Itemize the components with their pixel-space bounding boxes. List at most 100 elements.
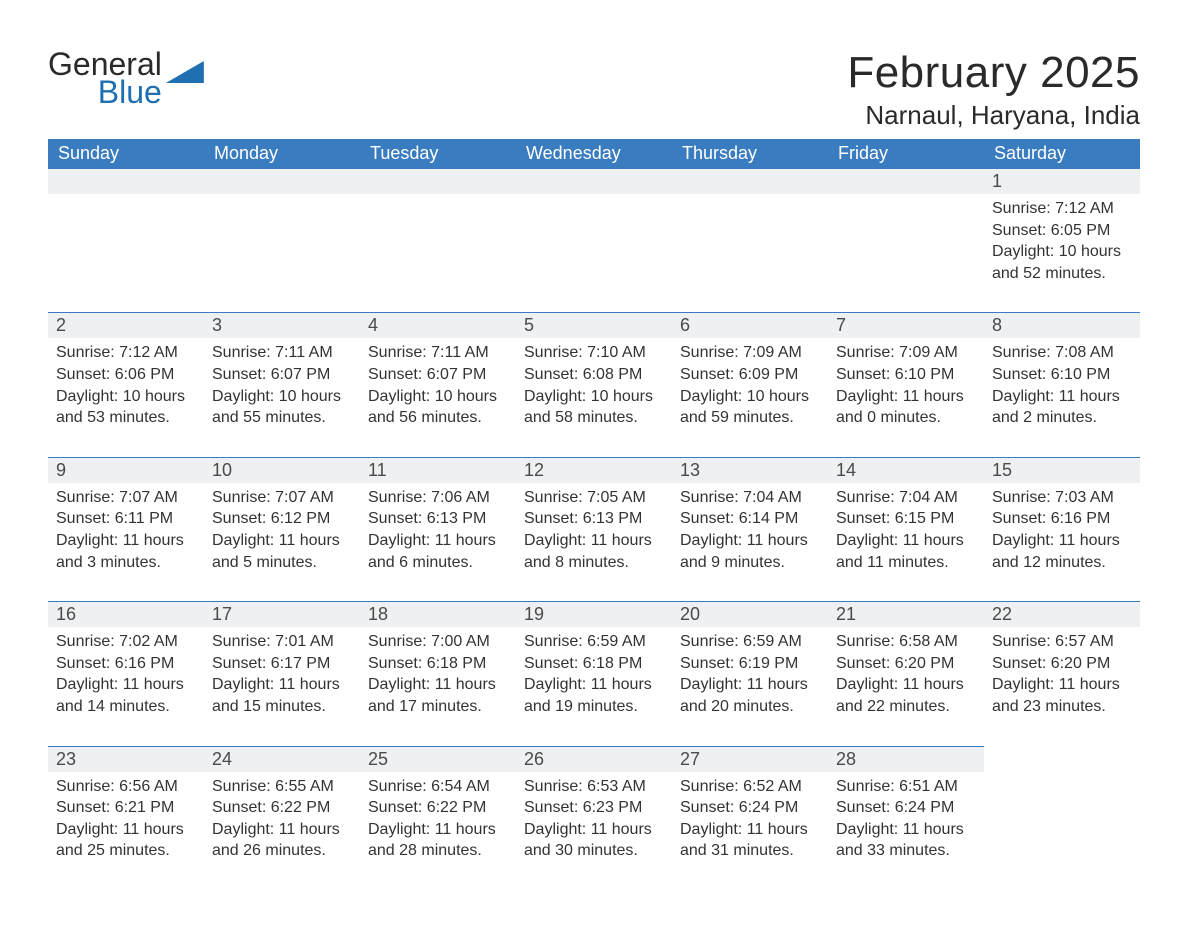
day-number-bar: 8 [984, 312, 1140, 338]
day-body: Sunrise: 7:05 AMSunset: 6:13 PMDaylight:… [516, 483, 672, 573]
calendar-cell [516, 168, 672, 312]
daylight-line: Daylight: 11 hours and 28 minutes. [368, 819, 508, 862]
day-body: Sunrise: 7:10 AMSunset: 6:08 PMDaylight:… [516, 338, 672, 428]
sunrise-line: Sunrise: 7:12 AM [992, 198, 1132, 220]
day-body: Sunrise: 7:11 AMSunset: 6:07 PMDaylight:… [204, 338, 360, 428]
calendar-cell: 19Sunrise: 6:59 AMSunset: 6:18 PMDayligh… [516, 601, 672, 745]
day-body: Sunrise: 6:54 AMSunset: 6:22 PMDaylight:… [360, 772, 516, 862]
sunrise-line: Sunrise: 7:09 AM [836, 342, 976, 364]
sunrise-line: Sunrise: 6:52 AM [680, 776, 820, 798]
daylight-line: Daylight: 11 hours and 20 minutes. [680, 674, 820, 717]
sunset-line: Sunset: 6:09 PM [680, 364, 820, 386]
day-number-bar: 12 [516, 457, 672, 483]
sunset-line: Sunset: 6:11 PM [56, 508, 196, 530]
day-number-bar: 26 [516, 746, 672, 772]
sunset-line: Sunset: 6:10 PM [992, 364, 1132, 386]
day-number-bar: 15 [984, 457, 1140, 483]
day-number-bar: 3 [204, 312, 360, 338]
calendar-cell: 13Sunrise: 7:04 AMSunset: 6:14 PMDayligh… [672, 457, 828, 601]
sunrise-line: Sunrise: 6:54 AM [368, 776, 508, 798]
sunrise-line: Sunrise: 6:56 AM [56, 776, 196, 798]
title-block: February 2025 Narnaul, Haryana, India [847, 48, 1140, 131]
daylight-line: Daylight: 11 hours and 2 minutes. [992, 386, 1132, 429]
weekday-header: Wednesday [516, 139, 672, 168]
day-number-bar: 7 [828, 312, 984, 338]
sunset-line: Sunset: 6:07 PM [212, 364, 352, 386]
calendar-cell: 22Sunrise: 6:57 AMSunset: 6:20 PMDayligh… [984, 601, 1140, 745]
daylight-line: Daylight: 11 hours and 31 minutes. [680, 819, 820, 862]
day-body: Sunrise: 7:04 AMSunset: 6:15 PMDaylight:… [828, 483, 984, 573]
daylight-line: Daylight: 11 hours and 5 minutes. [212, 530, 352, 573]
day-number-bar: 6 [672, 312, 828, 338]
day-number-bar: 21 [828, 601, 984, 627]
day-body: Sunrise: 7:01 AMSunset: 6:17 PMDaylight:… [204, 627, 360, 717]
sunrise-line: Sunrise: 7:04 AM [680, 487, 820, 509]
day-number-bar-empty [672, 168, 828, 194]
sunrise-line: Sunrise: 7:12 AM [56, 342, 196, 364]
sunset-line: Sunset: 6:23 PM [524, 797, 664, 819]
sunset-line: Sunset: 6:13 PM [524, 508, 664, 530]
weekday-header: Sunday [48, 139, 204, 168]
calendar-cell: 9Sunrise: 7:07 AMSunset: 6:11 PMDaylight… [48, 457, 204, 601]
day-body: Sunrise: 7:07 AMSunset: 6:12 PMDaylight:… [204, 483, 360, 573]
sunrise-line: Sunrise: 7:03 AM [992, 487, 1132, 509]
weekday-header: Thursday [672, 139, 828, 168]
calendar-cell [204, 168, 360, 312]
sunrise-line: Sunrise: 7:09 AM [680, 342, 820, 364]
daylight-line: Daylight: 11 hours and 9 minutes. [680, 530, 820, 573]
sunrise-line: Sunrise: 7:00 AM [368, 631, 508, 653]
day-number-bar: 17 [204, 601, 360, 627]
sunset-line: Sunset: 6:15 PM [836, 508, 976, 530]
calendar-cell: 23Sunrise: 6:56 AMSunset: 6:21 PMDayligh… [48, 746, 204, 890]
calendar-cell: 20 Sunrise: 6:59 AMSunset: 6:19 PMDayligh… [672, 601, 828, 745]
daylight-line: Daylight: 11 hours and 33 minutes. [836, 819, 976, 862]
sunrise-line: Sunrise: 6:57 AM [992, 631, 1132, 653]
daylight-line: Daylight: 11 hours and 14 minutes. [56, 674, 196, 717]
day-body: Sunrise: 6:51 AMSunset: 6:24 PMDaylight:… [828, 772, 984, 862]
day-body: Sunrise: 7:09 AMSunset: 6:09 PMDaylight:… [672, 338, 828, 428]
calendar-cell: 1Sunrise: 7:12 AMSunset: 6:05 PMDaylight… [984, 168, 1140, 312]
day-number-bar: 23 [48, 746, 204, 772]
daylight-line: Daylight: 11 hours and 25 minutes. [56, 819, 196, 862]
calendar-cell: 27Sunrise: 6:52 AMSunset: 6:24 PMDayligh… [672, 746, 828, 890]
sunset-line: Sunset: 6:19 PM [680, 653, 820, 675]
day-body: Sunrise: 7:03 AMSunset: 6:16 PMDaylight:… [984, 483, 1140, 573]
sunset-line: Sunset: 6:08 PM [524, 364, 664, 386]
day-body: Sunrise: 7:09 AMSunset: 6:10 PMDaylight:… [828, 338, 984, 428]
calendar-cell: 2Sunrise: 7:12 AMSunset: 6:06 PMDaylight… [48, 312, 204, 456]
sunrise-line: Sunrise: 6:58 AM [836, 631, 976, 653]
day-number-bar: 20 [672, 601, 828, 627]
daylight-line: Daylight: 11 hours and 19 minutes. [524, 674, 664, 717]
calendar-cell: 24Sunrise: 6:55 AMSunset: 6:22 PMDayligh… [204, 746, 360, 890]
sunset-line: Sunset: 6:22 PM [212, 797, 352, 819]
calendar-cell: 14Sunrise: 7:04 AMSunset: 6:15 PMDayligh… [828, 457, 984, 601]
calendar-cell: 17Sunrise: 7:01 AMSunset: 6:17 PMDayligh… [204, 601, 360, 745]
sunset-line: Sunset: 6:18 PM [368, 653, 508, 675]
day-number-bar-empty [204, 168, 360, 194]
calendar-cell: 28Sunrise: 6:51 AMSunset: 6:24 PMDayligh… [828, 746, 984, 890]
sunset-line: Sunset: 6:16 PM [992, 508, 1132, 530]
sunrise-line: Sunrise: 7:07 AM [56, 487, 196, 509]
sunrise-line: Sunrise: 7:02 AM [56, 631, 196, 653]
sunrise-line: Sunrise: 6:59 AM [680, 631, 820, 653]
sunset-line: Sunset: 6:20 PM [836, 653, 976, 675]
sunset-line: Sunset: 6:18 PM [524, 653, 664, 675]
day-number-bar-empty [516, 168, 672, 194]
brand-text: General Blue [48, 48, 162, 108]
sunrise-line: Sunrise: 7:05 AM [524, 487, 664, 509]
calendar-cell: 12Sunrise: 7:05 AMSunset: 6:13 PMDayligh… [516, 457, 672, 601]
day-number-bar: 14 [828, 457, 984, 483]
daylight-line: Daylight: 11 hours and 30 minutes. [524, 819, 664, 862]
calendar-cell: 8Sunrise: 7:08 AMSunset: 6:10 PMDaylight… [984, 312, 1140, 456]
brand-logo: General Blue [48, 48, 204, 108]
daylight-line: Daylight: 11 hours and 15 minutes. [212, 674, 352, 717]
day-number-bar: 11 [360, 457, 516, 483]
day-body: Sunrise: 6:55 AMSunset: 6:22 PMDaylight:… [204, 772, 360, 862]
day-body: Sunrise: 7:11 AMSunset: 6:07 PMDaylight:… [360, 338, 516, 428]
calendar-cell [984, 746, 1140, 890]
calendar-cell: 16Sunrise: 7:02 AMSunset: 6:16 PMDayligh… [48, 601, 204, 745]
sunset-line: Sunset: 6:05 PM [992, 220, 1132, 242]
calendar-table: SundayMondayTuesdayWednesdayThursdayFrid… [48, 139, 1140, 890]
daylight-line: Daylight: 11 hours and 23 minutes. [992, 674, 1132, 717]
daylight-line: Daylight: 10 hours and 55 minutes. [212, 386, 352, 429]
